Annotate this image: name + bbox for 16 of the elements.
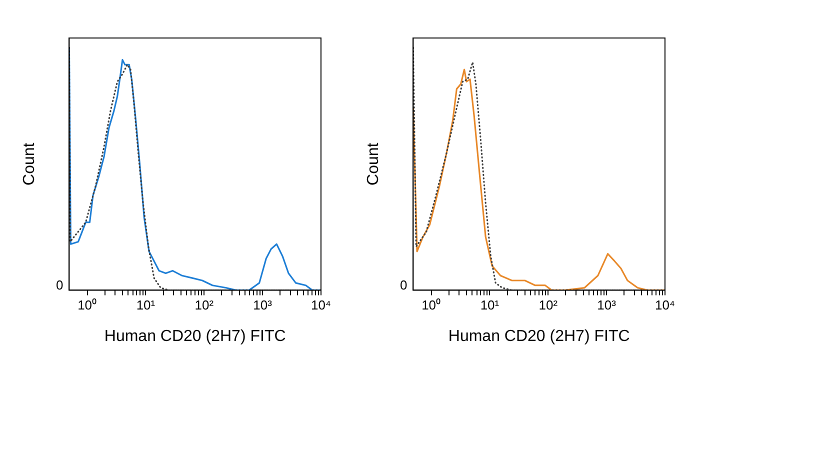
y-axis-title: Count <box>365 142 382 186</box>
x-tick-label: 10⁰ <box>422 298 442 313</box>
x-tick-label: 10⁴ <box>654 298 675 313</box>
x-axis-title: Human CD20 (2H7) FITC <box>104 328 286 345</box>
x-tick-label: 10⁰ <box>78 298 98 313</box>
x-tick-label: 10³ <box>597 298 617 313</box>
text: 0 <box>56 277 64 292</box>
x-tick-label: 10³ <box>253 298 273 313</box>
x-tick-label: 10² <box>194 298 214 313</box>
x-tick-label: 10⁴ <box>310 298 331 313</box>
x-axis-title: Human CD20 (2H7) FITC <box>448 328 630 345</box>
text: 0 <box>400 277 408 292</box>
y-axis-title: Count <box>21 142 38 186</box>
x-tick-label: 10¹ <box>136 298 156 313</box>
x-tick-label: 10¹ <box>480 298 500 313</box>
x-tick-label: 10² <box>538 298 558 313</box>
